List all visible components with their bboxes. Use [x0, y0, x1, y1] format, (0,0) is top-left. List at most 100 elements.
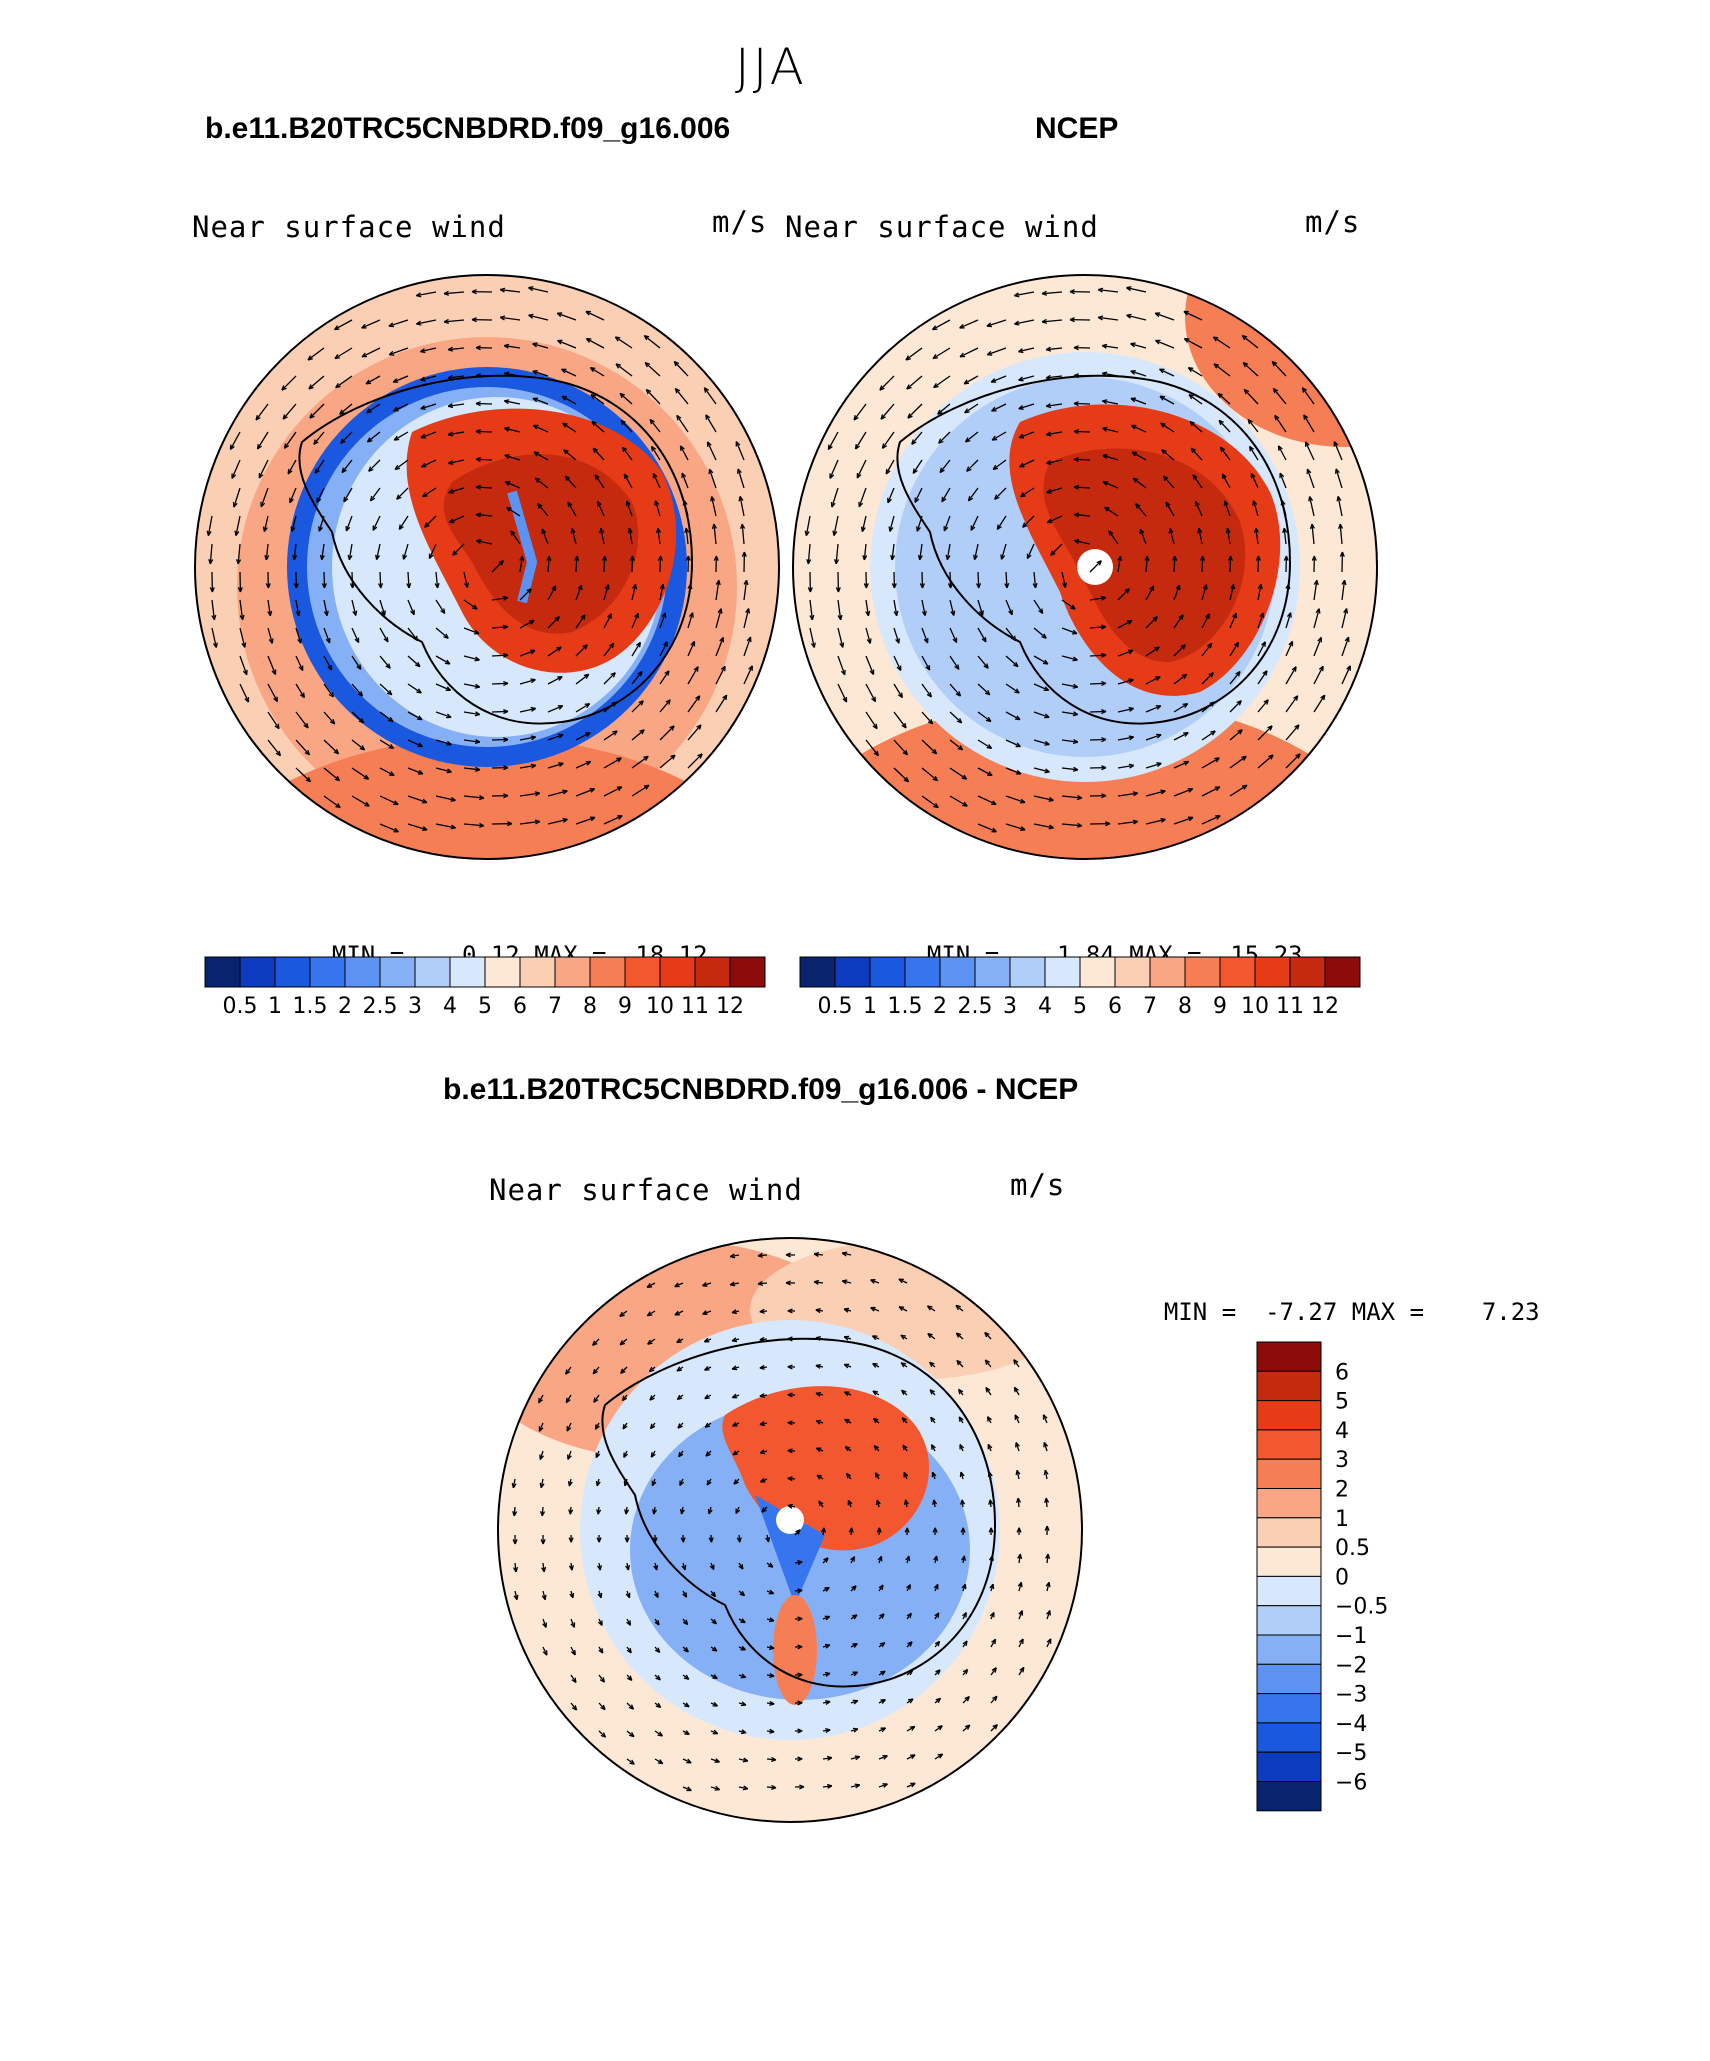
panel1-colorbar-swatch — [484, 956, 521, 988]
panel2-colorbar-tick-label: 2.5 — [958, 994, 993, 1019]
panel3-colorbar-tick-label: −4 — [1335, 1712, 1367, 1737]
panel2-colorbar-tick-label: 3 — [1003, 994, 1017, 1019]
panel3-units-label: m/s — [1010, 1168, 1066, 1202]
panel3-max-value: 7.23 — [1481, 1298, 1540, 1326]
panel1-colorbar: 0.5 1 1.5 2 2.5 3 4 5 6 7 8 9 10 11 12 — [204, 956, 766, 1019]
figure-title: JJA — [735, 38, 807, 96]
panel3-title: b.e11.B20TRC5CNBDRD.f09_g16.006 - NCEP — [443, 1073, 1079, 1106]
panel1-colorbar-swatch — [659, 956, 696, 988]
panel3-colorbar-tick-label: 4 — [1335, 1419, 1349, 1444]
panel1-colorbar-tick-label: 1 — [268, 994, 282, 1019]
panel2-colorbar-tick-label: 9 — [1213, 994, 1227, 1019]
panel2-colorbar-tick-label: 6 — [1108, 994, 1122, 1019]
panel1-colorbar-swatch — [449, 956, 486, 988]
panel3-minmax: MIN = -7.27 MAX = 7.23 — [1135, 1270, 1540, 1326]
panel2-title: NCEP — [1035, 112, 1119, 145]
panel2-colorbar-swatch — [834, 956, 871, 988]
panel1-colorbar-swatch — [694, 956, 731, 988]
panel2-colorbar-swatch — [1184, 956, 1221, 988]
panel1-vectors — [206, 286, 753, 833]
panel2-colorbar-tick-label: 1 — [863, 994, 877, 1019]
panel2-colorbar-swatch — [1254, 956, 1291, 988]
panel1-title: b.e11.B20TRC5CNBDRD.f09_g16.006 — [205, 112, 731, 145]
panel2-colorbar-tick-label: 4 — [1038, 994, 1052, 1019]
panel2-colorbar-swatch — [1149, 956, 1186, 988]
panel2-map — [792, 274, 1378, 860]
panel2-vectors — [804, 286, 1351, 833]
panel2-colorbar-tick-label: 7 — [1143, 994, 1157, 1019]
panel2-colorbar-tick-label: 2 — [933, 994, 947, 1019]
panel3-colorbar-swatch — [1256, 1370, 1322, 1402]
panel3-colorbar-tick-label: 3 — [1335, 1448, 1349, 1473]
panel3-colorbar-tick-label: 6 — [1335, 1360, 1349, 1385]
panel2-colorbar-swatch — [1289, 956, 1326, 988]
panel1-colorbar-tick-label: 9 — [618, 994, 632, 1019]
panel3-colorbar-swatch — [1256, 1429, 1322, 1460]
panel3-colorbar: 6 5 4 3 2 1 0.5 0 −0.5 −1 −2 −3 −4 −5 −6 — [1256, 1341, 1388, 1812]
panel3-colorbar-tick-label: −1 — [1335, 1624, 1367, 1649]
panel3-colorbar-tick-label: −2 — [1335, 1653, 1367, 1678]
panel3-map — [497, 1237, 1083, 1823]
panel1-colorbar-tick-label: 12 — [716, 994, 744, 1019]
panel1-map — [194, 274, 780, 860]
panel2-colorbar-tick-label: 0.5 — [818, 994, 853, 1019]
panel2-colorbar-swatch — [1219, 956, 1256, 988]
panel1-colorbar-swatch — [344, 956, 381, 988]
panel1-colorbar-tick-label: 4 — [443, 994, 457, 1019]
panel1-colorbar-swatch — [204, 956, 241, 988]
panel3-colorbar-swatch — [1256, 1693, 1322, 1724]
panel1-colorbar-tick-label: 5 — [478, 994, 492, 1019]
panel3-colorbar-swatch — [1256, 1517, 1322, 1548]
panel3-map-border — [497, 1237, 1083, 1823]
panel3-colorbar-swatch — [1256, 1458, 1322, 1489]
panel1-colorbar-swatch — [519, 956, 556, 988]
panel1-colorbar-tick-label: 0.5 — [223, 994, 258, 1019]
panel3-max-label: MAX = — [1351, 1298, 1425, 1326]
panel1-colorbar-swatch — [554, 956, 591, 988]
panel2-colorbar-swatch — [974, 956, 1011, 988]
panel1-colorbar-tick-label: 11 — [681, 994, 709, 1019]
panel2-colorbar-tick-label: 8 — [1178, 994, 1192, 1019]
panel1-colorbar-tick-label: 2.5 — [363, 994, 398, 1019]
panel3-colorbar-swatch — [1256, 1722, 1322, 1753]
panel2-colorbar-swatch — [799, 956, 836, 988]
panel1-colorbar-tick-label: 6 — [513, 994, 527, 1019]
panel2-colorbar-tick-label: 10 — [1241, 994, 1269, 1019]
panel1-colorbar-swatch — [729, 956, 766, 988]
panel2-colorbar-swatch — [1009, 956, 1046, 988]
panel1-variable-label: Near surface wind — [192, 210, 506, 244]
panel1-colorbar-swatch — [589, 956, 626, 988]
panel2-colorbar-tick-label: 11 — [1276, 994, 1304, 1019]
panel2-colorbar: 0.5 1 1.5 2 2.5 3 4 5 6 7 8 9 10 11 12 — [799, 956, 1361, 1019]
panel3-colorbar-swatch — [1256, 1546, 1322, 1577]
panel3-colorbar-swatch — [1256, 1605, 1322, 1636]
panel3-colorbar-tick-label: 0.5 — [1335, 1536, 1370, 1561]
panel1-colorbar-tick-label: 10 — [646, 994, 674, 1019]
panel1-colorbar-swatch — [274, 956, 311, 988]
panel3-min-label: MIN = — [1163, 1298, 1237, 1326]
panel1-colorbar-tick-label: 8 — [583, 994, 597, 1019]
panel1-colorbar-swatch — [414, 956, 451, 988]
panel3-colorbar-swatch — [1256, 1634, 1322, 1665]
panel2-units-label: m/s — [1305, 205, 1361, 239]
panel2-colorbar-swatch — [1044, 956, 1081, 988]
panel3-colorbar-tick-label: −0.5 — [1335, 1595, 1388, 1620]
panel2-map-border — [792, 274, 1378, 860]
panel2-colorbar-tick-label: 12 — [1311, 994, 1339, 1019]
panel1-colorbar-tick-label: 3 — [408, 994, 422, 1019]
panel3-colorbar-tick-label: −3 — [1335, 1683, 1367, 1708]
panel2-colorbar-swatch — [1324, 956, 1361, 988]
panel1-units-label: m/s — [712, 205, 768, 239]
panel3-colorbar-tick-label: −5 — [1335, 1741, 1367, 1766]
panel1-colorbar-tick-label: 7 — [548, 994, 562, 1019]
panel3-colorbar-tick-label: 5 — [1335, 1390, 1349, 1415]
panel3-colorbar-swatch — [1256, 1400, 1322, 1431]
panel2-colorbar-swatch — [1114, 956, 1151, 988]
panel3-min-value: -7.27 — [1265, 1298, 1338, 1326]
panel2-variable-label: Near surface wind — [785, 210, 1099, 244]
panel3-colorbar-swatch — [1256, 1488, 1322, 1519]
panel2-colorbar-tick-label: 5 — [1073, 994, 1087, 1019]
panel1-map-border — [194, 274, 780, 860]
panel3-colorbar-swatch — [1256, 1663, 1322, 1695]
panel3-colorbar-tick-label: −6 — [1335, 1771, 1367, 1796]
